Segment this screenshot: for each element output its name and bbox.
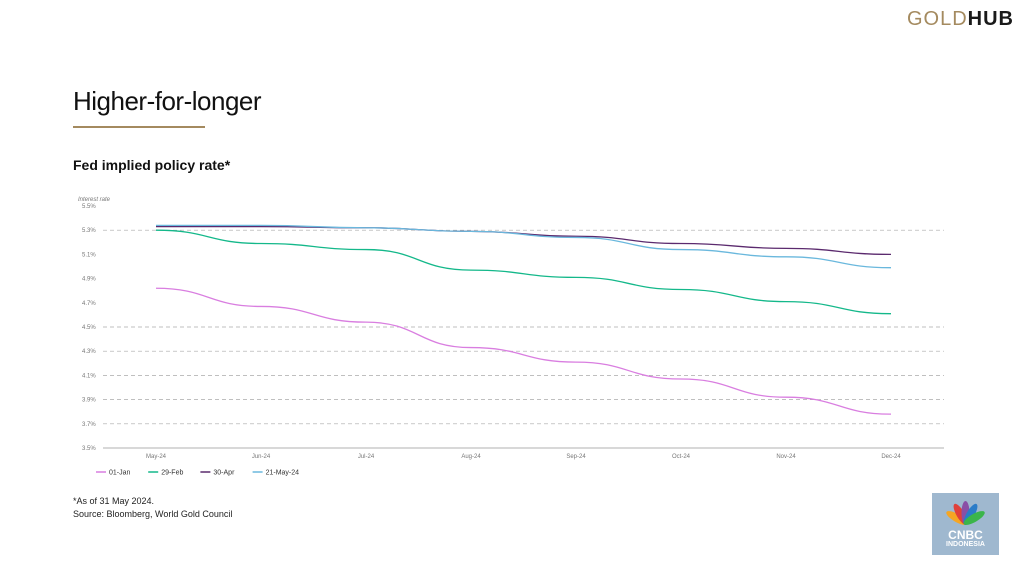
goldhub-logo: GOLDHUB	[907, 8, 1014, 31]
y-tick-label: 3.5%	[82, 446, 96, 452]
logo-gold-text: GOLD	[906, 8, 968, 30]
legend-label: 30-Apr	[213, 470, 235, 477]
cnbc-indonesia-logo: CNBC INDONESIA	[932, 493, 999, 555]
y-axis-label: Interest rate	[78, 197, 111, 203]
logo-hub-text: HUB	[967, 8, 1014, 30]
x-tick-label: Oct-24	[672, 454, 691, 460]
chart-subtitle: Fed implied policy rate*	[73, 157, 231, 173]
legend-label: 01-Jan	[109, 470, 131, 477]
y-tick-label: 5.3%	[82, 228, 96, 234]
y-tick-label: 3.9%	[82, 398, 96, 404]
legend-label: 29-Feb	[161, 470, 183, 477]
y-tick-label: 5.1%	[82, 252, 96, 258]
x-tick-label: Aug-24	[461, 454, 481, 460]
x-tick-label: Dec-24	[881, 454, 901, 460]
y-tick-label: 4.7%	[82, 301, 96, 307]
y-tick-label: 4.5%	[82, 325, 96, 331]
series-line-29-feb	[155, 229, 892, 315]
legend-label: 21-May-24	[266, 470, 300, 477]
x-tick-label: Sep-24	[566, 454, 586, 460]
series-line-21-may-24	[156, 224, 892, 269]
y-tick-label: 4.3%	[82, 349, 96, 355]
cnbc-text: CNBC	[948, 528, 983, 542]
title-underline	[73, 126, 205, 128]
footnotes: *As of 31 May 2024. Source: Bloomberg, W…	[73, 495, 232, 521]
page-title: Higher-for-longer	[73, 86, 262, 116]
peacock-icon	[946, 501, 985, 525]
x-tick-label: May-24	[146, 454, 167, 460]
y-tick-label: 5.5%	[82, 204, 96, 210]
indonesia-text: INDONESIA	[946, 541, 985, 548]
series-line-01-jan	[155, 287, 892, 415]
source-note: Source: Bloomberg, World Gold Council	[73, 509, 233, 519]
y-tick-label: 4.1%	[82, 373, 96, 379]
x-tick-label: Nov-24	[776, 454, 796, 460]
series-line-30-apr	[156, 225, 892, 256]
y-tick-label: 3.7%	[82, 422, 96, 428]
as-of-note: *As of 31 May 2024.	[73, 496, 155, 506]
x-tick-label: Jul-24	[358, 454, 375, 460]
x-tick-label: Jun-24	[252, 454, 271, 460]
y-tick-label: 4.9%	[82, 277, 96, 283]
